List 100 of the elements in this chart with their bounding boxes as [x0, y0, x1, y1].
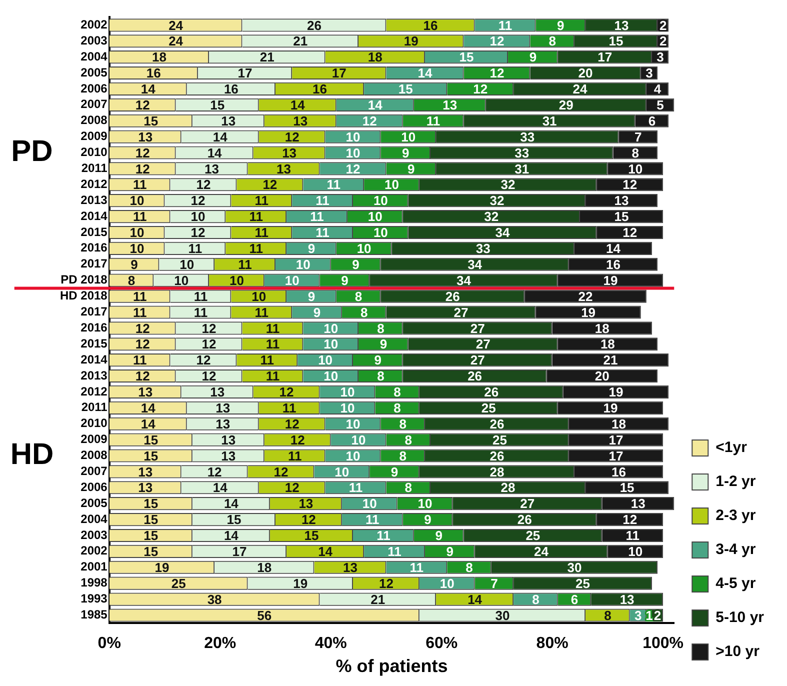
data-label: 17 — [238, 66, 252, 81]
data-label: 12 — [378, 576, 394, 591]
y-tick-label: 2004 — [80, 49, 108, 64]
data-label: 21 — [293, 34, 308, 49]
data-label: 10 — [190, 209, 206, 224]
y-tick-label: 2002 — [80, 17, 108, 32]
data-label: 16 — [423, 18, 438, 33]
data-label: 17 — [232, 544, 247, 560]
data-label: 12 — [284, 416, 300, 432]
data-label: 26 — [445, 288, 460, 304]
data-label: 27 — [476, 336, 490, 352]
legend-label: 4-5 yr — [716, 575, 756, 592]
data-label: 34 — [456, 272, 472, 288]
data-label: 12 — [135, 320, 150, 336]
data-label: 19 — [404, 34, 418, 49]
data-label: 32 — [484, 209, 499, 224]
data-label: 12 — [622, 512, 638, 528]
data-label: 18 — [600, 336, 615, 352]
data-label: 19 — [608, 384, 624, 400]
data-label: 13 — [342, 560, 358, 575]
data-label: 14 — [224, 528, 240, 544]
data-label: 26 — [484, 384, 499, 400]
text: PD — [11, 135, 53, 168]
data-label: 2 — [659, 18, 667, 33]
data-label: 15 — [459, 50, 474, 65]
data-label: 11 — [238, 256, 252, 272]
data-label: 12 — [490, 34, 504, 49]
data-label: 11 — [132, 304, 147, 320]
data-label: 15 — [144, 448, 158, 464]
data-label: 8 — [128, 272, 136, 288]
data-label: 11 — [194, 288, 208, 304]
data-label: 9 — [435, 528, 442, 544]
data-label: 24 — [168, 18, 184, 33]
data-label: 11 — [249, 209, 263, 224]
data-label: 10 — [418, 496, 432, 512]
data-label: 25 — [171, 576, 186, 591]
data-label: 27 — [470, 352, 485, 368]
data-label: 10 — [324, 320, 338, 336]
data-label: 17 — [608, 448, 624, 464]
text: HD — [10, 438, 54, 472]
data-label: 11 — [266, 320, 280, 336]
data-label: 14 — [212, 129, 228, 144]
data-label: 12 — [135, 145, 150, 160]
data-label: 28 — [500, 480, 516, 496]
data-label: 11 — [348, 480, 363, 496]
data-label: 10 — [334, 464, 350, 480]
data-label: 10 — [130, 225, 144, 240]
data-label: 27 — [520, 496, 535, 512]
data-label: 3 — [634, 608, 642, 623]
data-label: 11 — [288, 448, 302, 464]
data-label: 13 — [138, 384, 153, 400]
data-label: 10 — [346, 129, 360, 144]
legend-label: 3-4 yr — [716, 541, 756, 558]
data-label: 12 — [284, 129, 300, 144]
data-label: 33 — [476, 241, 490, 256]
data-label: 11 — [254, 225, 269, 240]
data-label: 15 — [144, 528, 158, 544]
data-label: 13 — [216, 400, 230, 416]
data-label: 10 — [384, 177, 399, 192]
data-label: 10 — [373, 225, 388, 240]
data-label: 12 — [301, 512, 316, 528]
data-label: 14 — [207, 145, 223, 160]
y-tick-label: 2007 — [80, 97, 108, 112]
y-tick-label: 1993 — [80, 592, 108, 606]
data-label: 12 — [346, 161, 360, 176]
data-label: 9 — [374, 352, 382, 368]
data-label: 11 — [194, 304, 208, 320]
data-label: 1 — [646, 608, 653, 623]
data-label: 14 — [468, 592, 483, 607]
data-label: 8 — [377, 368, 384, 384]
data-label: 12 — [202, 336, 216, 352]
data-label: 21 — [603, 352, 618, 368]
data-label: 33 — [514, 145, 530, 160]
x-tick-label: 80% — [536, 635, 568, 652]
data-label: 15 — [144, 496, 158, 512]
data-label: 10 — [368, 209, 382, 224]
data-label: 13 — [221, 448, 236, 464]
y-tick-label: 2016 — [80, 320, 108, 334]
y-tick-label: 2013 — [80, 192, 108, 207]
y-tick-label: 2012 — [80, 176, 108, 191]
data-label: 4 — [654, 82, 662, 97]
y-tick-label: 2002 — [80, 544, 108, 558]
y-tick-label: 1998 — [80, 576, 108, 590]
data-label: 12 — [190, 225, 206, 240]
data-label: 13 — [630, 496, 646, 512]
data-label: 15 — [144, 432, 158, 448]
data-label: 26 — [517, 512, 532, 528]
data-label: 13 — [293, 113, 308, 128]
data-label: 26 — [306, 18, 322, 33]
data-label: 16 — [612, 464, 626, 480]
data-label: 11 — [388, 544, 402, 560]
data-label: 17 — [598, 50, 612, 65]
data-label: 10 — [174, 272, 189, 288]
y-tick-label: 2013 — [80, 368, 108, 382]
data-label: 10 — [373, 193, 388, 208]
y-tick-label: 2009 — [80, 432, 108, 446]
data-label: 11 — [326, 177, 340, 192]
data-label: 16 — [312, 82, 327, 97]
data-label: 8 — [466, 560, 473, 575]
data-label: 11 — [316, 225, 330, 240]
